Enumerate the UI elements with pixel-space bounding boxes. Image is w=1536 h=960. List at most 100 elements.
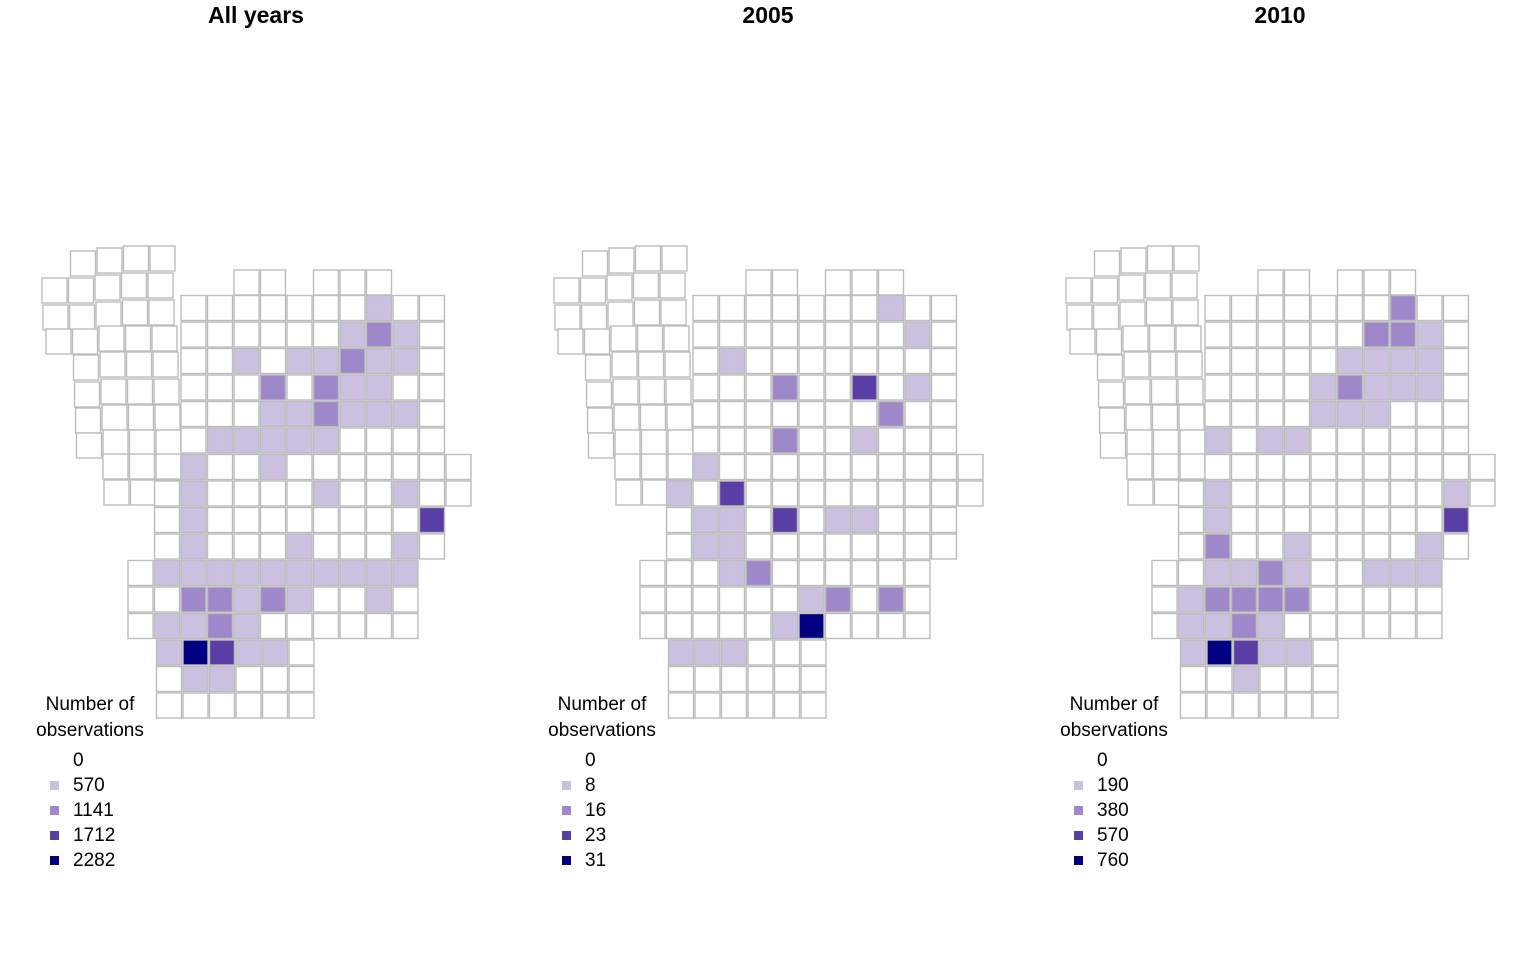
grid-cell	[634, 245, 662, 272]
grid-cell	[771, 294, 799, 322]
grid-cell	[1257, 453, 1284, 481]
grid-cell	[607, 301, 634, 328]
grid-cell	[1283, 294, 1311, 322]
grid-cell	[660, 299, 687, 326]
grid-cell	[261, 639, 289, 666]
legend-swatch	[562, 831, 571, 840]
grid-cell	[182, 639, 209, 666]
legend-swatch	[562, 781, 571, 790]
grid-cell	[208, 665, 236, 693]
grid-cell	[259, 453, 287, 481]
grid-cell	[1259, 639, 1286, 666]
grid-cell	[1416, 480, 1443, 507]
grid-cell	[720, 639, 748, 666]
grid-cell	[1257, 321, 1284, 348]
legend-swatch	[562, 756, 571, 765]
grid-cell	[904, 400, 931, 428]
grid-cell	[206, 506, 234, 534]
grid-cell	[1442, 374, 1470, 401]
grid-cell	[1091, 277, 1119, 304]
grid-cell	[418, 453, 446, 481]
grid-cell	[1389, 400, 1417, 428]
grid-cell	[1416, 374, 1443, 401]
grid-cell	[1257, 612, 1284, 640]
grid-cell	[1389, 559, 1417, 587]
grid-cell	[1204, 374, 1231, 401]
grid-cell	[127, 559, 154, 587]
grid-cell	[206, 347, 234, 375]
grid-cell	[392, 400, 419, 428]
grid-cell	[1257, 400, 1284, 428]
grid-cell	[957, 453, 984, 481]
legend-swatch	[1074, 856, 1083, 865]
grid-cell	[580, 304, 608, 331]
grid-cell	[286, 294, 313, 322]
grid-cell	[638, 378, 666, 405]
grid-cell	[1230, 533, 1258, 560]
grid-cell	[127, 404, 155, 431]
grid-cell	[418, 533, 446, 560]
grid-cell	[286, 533, 313, 560]
grid-cell	[153, 586, 181, 613]
grid-cell	[312, 347, 340, 375]
legend-label: 570	[73, 775, 105, 796]
grid-cell	[286, 321, 313, 348]
grid-cell	[904, 559, 931, 587]
grid-cell	[206, 294, 234, 322]
grid-cell	[585, 381, 613, 408]
grid-cell	[365, 533, 393, 560]
grid-cell	[930, 400, 958, 428]
grid-cell	[877, 347, 905, 375]
grid-cell	[127, 586, 154, 613]
grid-cell	[235, 665, 262, 693]
grid-cell	[1179, 665, 1207, 693]
grid-cell	[1283, 612, 1311, 640]
grid-cell	[930, 453, 958, 481]
grid-cell	[904, 453, 931, 481]
legend-label: 0	[585, 750, 596, 771]
grid-cell	[206, 400, 234, 428]
grid-cell	[339, 427, 366, 454]
grid-cell	[1416, 506, 1443, 534]
panel-title: All years	[208, 2, 304, 28]
grid-cell	[1310, 612, 1337, 640]
grid-cell	[1179, 453, 1206, 480]
grid-cell	[312, 480, 340, 507]
grid-cell	[312, 559, 340, 587]
grid-cell	[718, 559, 746, 587]
grid-cell	[851, 559, 878, 587]
grid-cell	[904, 427, 931, 454]
grid-cell	[1257, 480, 1284, 507]
grid-cell	[1230, 506, 1258, 534]
grid-cell	[665, 506, 693, 534]
grid-cell	[153, 480, 181, 507]
grid-cell	[606, 274, 633, 301]
grid-cell	[41, 277, 68, 304]
grid-cell	[180, 559, 207, 587]
grid-cell	[124, 325, 152, 352]
grid-cell	[1230, 427, 1258, 454]
grid-cell	[771, 400, 799, 428]
grid-cell	[180, 533, 207, 560]
grid-cell	[155, 429, 182, 456]
grid-cell	[667, 639, 695, 666]
grid-cell	[153, 506, 181, 534]
grid-cell	[1442, 294, 1470, 322]
grid-cell	[1310, 347, 1337, 375]
grid-cell	[392, 453, 419, 481]
grid-cell	[1389, 374, 1417, 401]
grid-cell	[1283, 559, 1311, 587]
grid-cell	[235, 639, 262, 666]
grid-cell	[745, 453, 772, 481]
grid-cell	[1149, 351, 1177, 378]
grid-cell	[824, 453, 852, 481]
grid-cell	[1179, 639, 1207, 666]
grid-cell	[1151, 586, 1178, 613]
grid-cell	[1257, 427, 1284, 454]
legend-swatch	[562, 806, 571, 815]
grid-cell	[694, 692, 721, 719]
grid-cell	[824, 269, 852, 296]
grid-cell	[1310, 586, 1337, 613]
grid-cell	[1173, 245, 1200, 272]
grid-cell	[851, 294, 878, 322]
